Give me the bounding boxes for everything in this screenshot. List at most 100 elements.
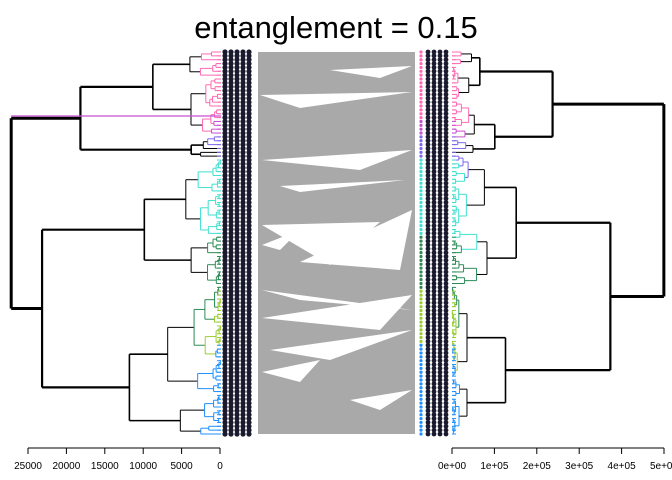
leaf-marker	[425, 203, 431, 209]
leaf-marker	[431, 335, 437, 340]
leaf-marker	[234, 60, 240, 67]
leaf-marker	[240, 304, 246, 310]
leaf-marker	[437, 242, 443, 248]
leaf-marker	[437, 192, 443, 198]
leaf-marker	[425, 134, 431, 140]
leaf-marker	[431, 196, 437, 202]
leaf-marker	[222, 64, 228, 71]
leaf-marker	[431, 184, 437, 190]
leaf-marker	[234, 64, 240, 71]
leaf-marker	[419, 73, 423, 77]
leaf-marker	[425, 227, 431, 232]
leaf-marker	[222, 134, 228, 140]
leaf-marker	[240, 388, 246, 395]
leaf-marker	[431, 400, 437, 406]
leaf-marker	[419, 424, 423, 428]
axis-tick-label: 10000	[129, 461, 157, 472]
leaf-marker	[443, 149, 449, 155]
leaf-marker	[240, 250, 246, 256]
leaf-marker	[246, 261, 252, 267]
leaf-marker	[425, 331, 431, 337]
leaf-marker	[431, 338, 437, 344]
leaf-marker	[431, 431, 437, 437]
leaf-marker	[425, 385, 431, 391]
leaf-marker	[246, 64, 252, 71]
leaf-marker	[240, 57, 246, 63]
leaf-marker	[234, 361, 240, 368]
leaf-marker	[228, 323, 234, 329]
leaf-marker	[425, 111, 431, 117]
leaf-marker	[437, 373, 443, 379]
leaf-marker	[443, 369, 449, 375]
connector-gap	[262, 230, 300, 250]
leaf-marker	[234, 57, 240, 63]
leaf-marker	[234, 242, 240, 248]
leaf-marker	[240, 172, 246, 179]
leaf-marker	[228, 400, 234, 406]
leaf-marker	[240, 408, 246, 414]
leaf-marker	[419, 224, 423, 228]
leaf-marker	[431, 369, 437, 375]
leaf-marker	[234, 392, 240, 399]
leaf-marker	[240, 157, 246, 163]
leaf-marker	[228, 196, 234, 202]
leaf-marker	[437, 153, 443, 159]
leaf-marker	[222, 72, 228, 78]
leaf-marker	[228, 408, 234, 414]
leaf-marker	[228, 381, 234, 387]
leaf-marker	[419, 119, 423, 124]
leaf-marker	[234, 427, 240, 433]
leaf-marker	[222, 334, 228, 341]
leaf-marker	[240, 280, 246, 287]
leaf-marker	[443, 72, 449, 78]
leaf-marker	[443, 230, 449, 236]
leaf-marker	[419, 85, 423, 89]
leaf-marker	[425, 427, 431, 433]
leaf-marker	[228, 103, 234, 109]
leaf-marker	[222, 234, 228, 240]
leaf-marker	[246, 346, 252, 352]
leaf-marker	[234, 153, 240, 159]
leaf-marker	[419, 297, 423, 301]
leaf-marker	[443, 57, 449, 63]
leaf-marker	[246, 207, 252, 213]
leaf-marker	[240, 114, 246, 121]
leaf-marker	[246, 377, 252, 383]
leaf-marker	[234, 257, 240, 263]
leaf-marker	[443, 331, 449, 337]
leaf-marker	[425, 408, 431, 414]
axis-tick-label: 5e+05	[650, 461, 672, 472]
leaf-marker	[222, 230, 228, 236]
leaf-marker	[443, 84, 449, 90]
axis-tick-label: 20000	[52, 461, 80, 472]
leaf-marker	[425, 366, 431, 371]
leaf-marker	[228, 215, 234, 221]
leaf-marker	[443, 261, 449, 267]
leaf-marker	[419, 351, 423, 355]
leaf-marker	[234, 412, 240, 418]
leaf-marker	[240, 84, 246, 90]
leaf-marker	[419, 61, 423, 66]
leaf-marker	[240, 296, 246, 302]
leaf-marker	[443, 292, 449, 298]
leaf-marker	[222, 323, 228, 329]
leaf-marker	[240, 346, 246, 352]
leaf-marker	[234, 192, 240, 198]
leaf-marker	[222, 95, 228, 101]
leaf-marker	[419, 389, 423, 394]
leaf-marker	[228, 126, 234, 132]
leaf-marker	[234, 269, 240, 275]
leaf-marker	[425, 234, 431, 240]
leaf-marker	[419, 332, 423, 336]
leaf-marker	[240, 49, 246, 55]
leaf-marker	[222, 327, 228, 333]
leaf-marker	[419, 112, 423, 116]
leaf-marker	[431, 49, 437, 55]
leaf-marker	[222, 365, 228, 372]
leaf-marker	[419, 220, 423, 224]
leaf-marker	[240, 64, 246, 71]
leaf-marker	[431, 404, 437, 410]
leaf-marker	[246, 192, 252, 198]
leaf-marker	[228, 257, 234, 263]
leaf-marker	[431, 346, 437, 352]
